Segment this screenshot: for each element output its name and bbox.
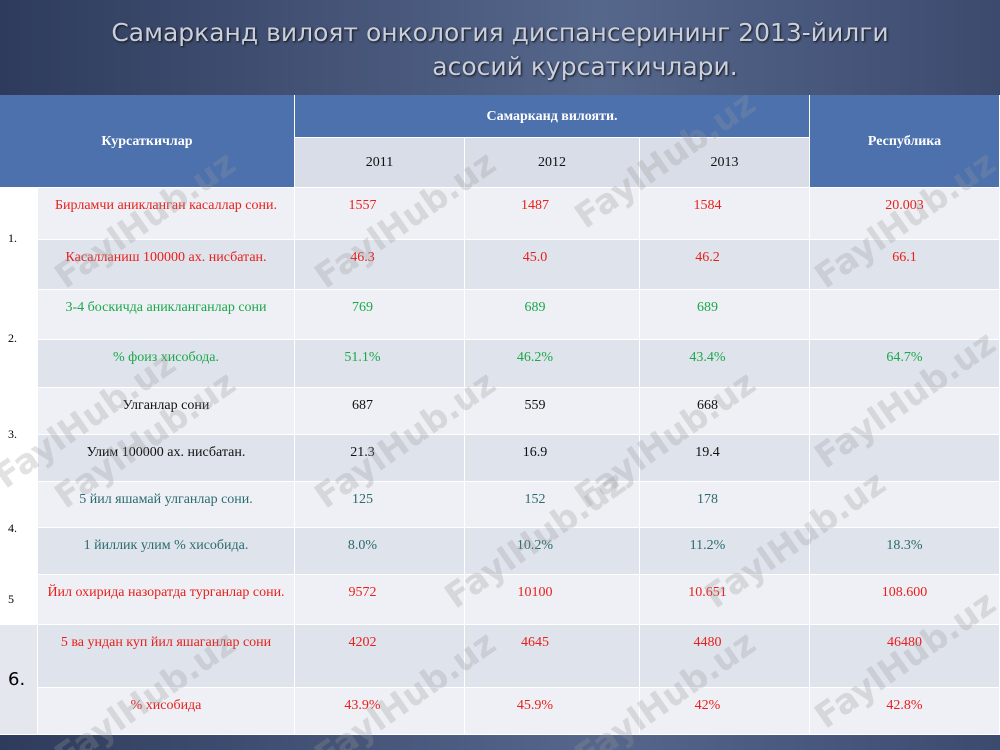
value-cell: 43.4%	[640, 340, 810, 388]
group-number: 4.	[0, 482, 38, 575]
row-label: 3-4 боскичда аникланганлар сони	[38, 290, 295, 340]
republic-cell: 46480	[810, 625, 1000, 688]
value-cell: 21.3	[295, 435, 465, 482]
header-cell: Республика	[810, 95, 1000, 188]
republic-cell	[810, 388, 1000, 435]
value-cell: 4480	[640, 625, 810, 688]
group-number: 6.	[0, 625, 38, 735]
value-cell: 4202	[295, 625, 465, 688]
value-cell: 125	[295, 482, 465, 528]
year-cell: 2013	[640, 138, 810, 188]
value-cell: 51.1%	[295, 340, 465, 388]
value-cell: 19.4	[640, 435, 810, 482]
republic-cell: 18.3%	[810, 528, 1000, 575]
value-cell: 45.0	[465, 240, 640, 290]
value-cell: 46.3	[295, 240, 465, 290]
row-label: 5 йил яшамай улганлар сони.	[38, 482, 295, 528]
value-cell: 42%	[640, 688, 810, 735]
row-label: Улим 100000 ах. нисбатан.	[38, 435, 295, 482]
year-cell: 2011	[295, 138, 465, 188]
value-cell: 668	[640, 388, 810, 435]
row-label: Йил охирида назоратда турганлар сони.	[38, 575, 295, 625]
value-cell: 689	[640, 290, 810, 340]
value-cell: 689	[465, 290, 640, 340]
value-cell: 43.9%	[295, 688, 465, 735]
value-cell: 152	[465, 482, 640, 528]
title-line: асосий курсаткичлари.	[432, 52, 738, 81]
row-label: 1 йиллик улим % хисобида.	[38, 528, 295, 575]
value-cell: 11.2%	[640, 528, 810, 575]
value-cell: 178	[640, 482, 810, 528]
value-cell: 16.9	[465, 435, 640, 482]
value-cell: 10100	[465, 575, 640, 625]
value-cell: 687	[295, 388, 465, 435]
group-number: 2.	[0, 290, 38, 388]
year-cell: 2012	[465, 138, 640, 188]
value-cell: 10.2%	[465, 528, 640, 575]
value-cell: 45.9%	[465, 688, 640, 735]
republic-cell: 42.8%	[810, 688, 1000, 735]
group-number: 3.	[0, 388, 38, 482]
value-cell: 769	[295, 290, 465, 340]
value-cell: 46.2%	[465, 340, 640, 388]
republic-cell	[810, 290, 1000, 340]
value-cell: 1487	[465, 188, 640, 240]
republic-cell: 20.003	[810, 188, 1000, 240]
header-cell: Курсаткичлар	[0, 95, 295, 188]
title-line: Самарканд вилоят онкология диспансеринин…	[111, 18, 889, 47]
value-cell: 8.0%	[295, 528, 465, 575]
row-label: Бирламчи аникланган касаллар сони.	[38, 188, 295, 240]
group-number: 1.	[0, 188, 38, 290]
value-cell: 1557	[295, 188, 465, 240]
value-cell: 9572	[295, 575, 465, 625]
value-cell: 4645	[465, 625, 640, 688]
value-cell: 559	[465, 388, 640, 435]
row-label: % фоиз хисобода.	[38, 340, 295, 388]
republic-cell: 66.1	[810, 240, 1000, 290]
table: Курсаткичлар Самарканд вилояти. Республика…	[0, 95, 1000, 735]
value-cell: 46.2	[640, 240, 810, 290]
row-label: % хисобида	[38, 688, 295, 735]
row-label: 5 ва ундан куп йил яшаганлар сони	[38, 625, 295, 688]
header-cell: Самарканд вилояти.	[295, 95, 810, 138]
value-cell: 1584	[640, 188, 810, 240]
row-label: Касалланиш 100000 ах. нисбатан.	[38, 240, 295, 290]
row-label: Улганлар сони	[38, 388, 295, 435]
republic-cell	[810, 482, 1000, 528]
republic-cell	[810, 435, 1000, 482]
group-number: 5	[0, 575, 38, 625]
value-cell: 10.651	[640, 575, 810, 625]
republic-cell: 64.7%	[810, 340, 1000, 388]
republic-cell: 108.600	[810, 575, 1000, 625]
